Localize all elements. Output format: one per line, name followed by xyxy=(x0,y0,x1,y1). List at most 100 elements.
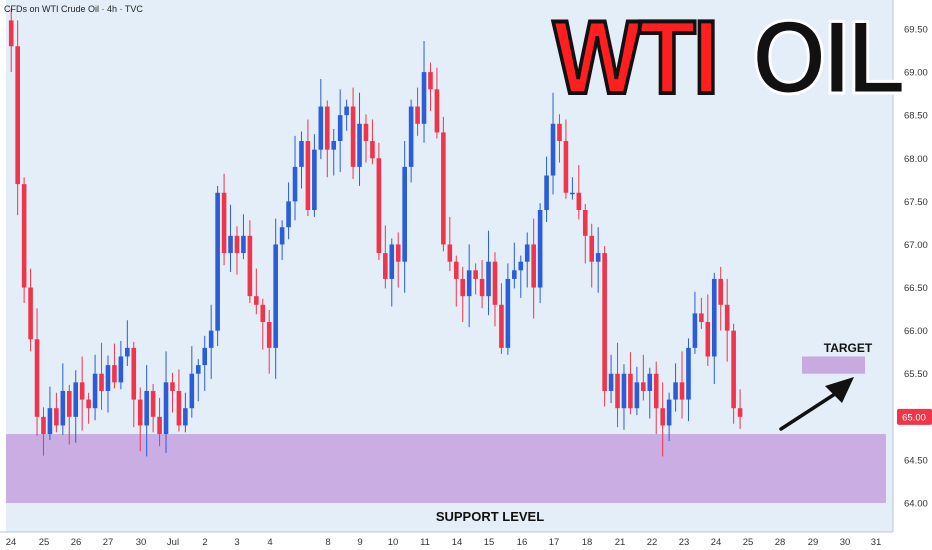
x-tick-label: 11 xyxy=(420,537,430,548)
candle-body xyxy=(647,373,653,391)
target-label: TARGET xyxy=(824,341,873,355)
x-tick-label: 21 xyxy=(615,537,626,548)
candle-body xyxy=(54,408,59,426)
candle-body xyxy=(628,373,633,409)
target-zone xyxy=(802,356,865,374)
candle-body xyxy=(370,141,375,159)
candle-body xyxy=(337,115,343,142)
target-arrow-head xyxy=(825,377,854,403)
candle-body xyxy=(711,278,717,357)
candle-body xyxy=(557,123,562,142)
y-tick-label: 68.50 xyxy=(904,111,928,122)
candle-body xyxy=(518,261,524,271)
y-tick-label: 68.00 xyxy=(904,154,928,165)
x-tick-label: 15 xyxy=(484,537,495,548)
candle-body xyxy=(170,382,175,391)
candle-body xyxy=(279,227,285,245)
candle-body xyxy=(634,382,640,409)
candle-body xyxy=(576,192,582,210)
candle-body xyxy=(28,287,33,340)
candle-body xyxy=(137,399,143,426)
y-tick-label: 66.00 xyxy=(904,326,928,337)
candle-body xyxy=(247,235,253,297)
candle-body xyxy=(415,106,420,124)
candle-body xyxy=(15,46,20,185)
candle-body xyxy=(466,270,472,297)
x-tick-label: 4 xyxy=(267,537,272,548)
candle-body xyxy=(344,106,349,116)
candle-body xyxy=(608,373,614,391)
x-tick-label: 9 xyxy=(357,537,362,548)
last-price-label: 65.00 xyxy=(902,412,926,423)
candle-body xyxy=(305,141,311,210)
candle-body xyxy=(595,253,601,262)
candle-body xyxy=(163,382,169,435)
x-tick-label: 2 xyxy=(202,537,207,548)
x-tick-label: 18 xyxy=(582,537,593,548)
x-tick-label: 23 xyxy=(679,537,690,548)
candle-body xyxy=(241,235,246,254)
candle-body xyxy=(582,209,588,236)
x-tick-label: 25 xyxy=(743,537,754,548)
candle-body xyxy=(118,356,124,383)
candle-body xyxy=(389,244,395,279)
candle-body xyxy=(699,313,704,323)
candle-body xyxy=(105,365,111,391)
candle-body xyxy=(602,253,607,391)
candle-body xyxy=(660,408,665,426)
candle-body xyxy=(125,347,130,357)
candle-body xyxy=(99,373,104,391)
candle-body xyxy=(550,123,556,176)
x-tick-label: 28 xyxy=(775,537,786,548)
candle-body xyxy=(312,149,317,210)
y-tick-label: 65.50 xyxy=(904,369,928,380)
candle-body xyxy=(666,399,672,426)
candle-body xyxy=(621,373,627,409)
candle-body xyxy=(499,304,504,348)
x-tick-label: 26 xyxy=(71,537,82,548)
candle-body xyxy=(486,261,491,297)
candle-body xyxy=(266,322,272,348)
candle-body xyxy=(692,313,698,348)
candle-body xyxy=(350,106,356,167)
candle-body xyxy=(254,296,259,305)
candle-body xyxy=(563,141,569,193)
candle-body xyxy=(234,235,240,254)
title-oil: OIL xyxy=(751,0,908,116)
x-tick-label: 30 xyxy=(840,537,851,548)
y-tick-label: 66.50 xyxy=(904,283,928,294)
x-tick-label: 14 xyxy=(452,537,463,548)
candle-body xyxy=(202,347,208,366)
candle-body xyxy=(686,347,691,400)
candle-body xyxy=(8,20,14,47)
candle-body xyxy=(705,322,711,357)
candle-body xyxy=(615,373,620,409)
candle-body xyxy=(447,244,453,262)
candle-body xyxy=(679,382,685,400)
candle-body xyxy=(144,390,149,426)
candle-body xyxy=(195,365,201,374)
candle-body xyxy=(92,373,98,409)
y-tick-label: 67.50 xyxy=(904,197,928,208)
candle-body xyxy=(318,106,324,150)
x-tick-label: 24 xyxy=(6,537,17,548)
candle-body xyxy=(428,72,433,90)
candle-body xyxy=(21,184,27,288)
candle-body xyxy=(176,390,182,426)
candle-body xyxy=(363,123,369,142)
candle-body xyxy=(157,416,162,435)
candle-body xyxy=(286,201,291,228)
candle-body xyxy=(512,270,517,279)
candle-body xyxy=(673,382,678,400)
candle-body xyxy=(641,382,646,391)
candle-body xyxy=(724,304,730,331)
candle-body xyxy=(402,166,407,262)
candle-body xyxy=(292,166,298,202)
candle-body xyxy=(479,278,485,297)
candle-body xyxy=(531,244,536,288)
candle-body xyxy=(324,106,330,150)
chart-source-label: CFDs on WTI Crude Oil · 4h · TVC xyxy=(4,4,143,14)
y-tick-label: 64.50 xyxy=(904,455,928,466)
